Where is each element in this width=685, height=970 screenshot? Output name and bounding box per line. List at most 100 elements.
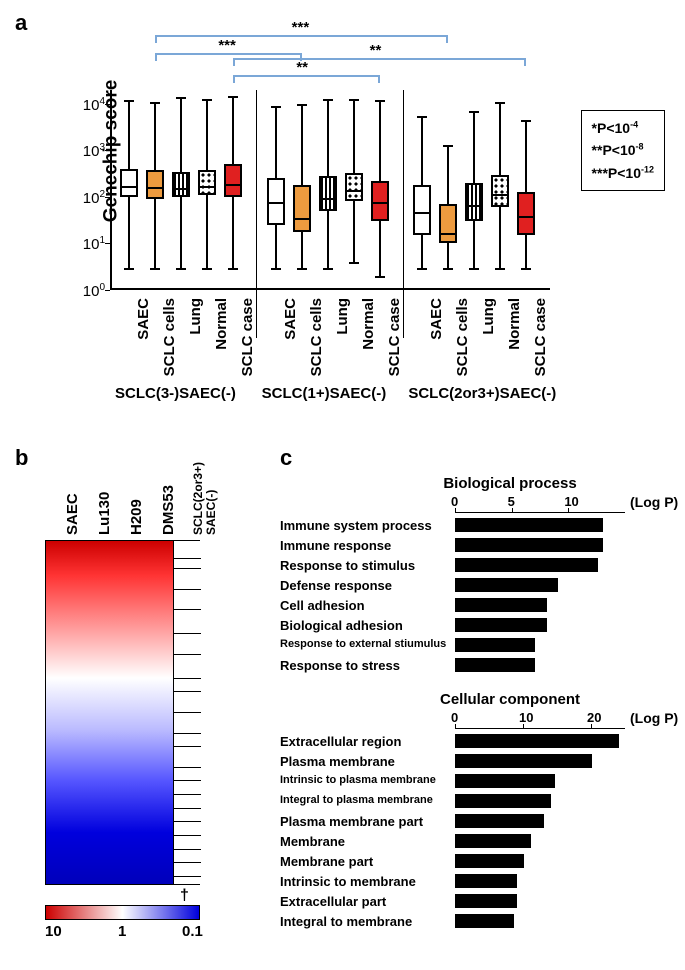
panel-c-label: c [280,445,292,471]
bar-label: Membrane part [280,854,373,869]
x-label-14: SCLC case [532,298,549,378]
boxplot-box-0 [120,169,138,197]
bar [456,894,517,908]
boxplot-box-6 [293,185,311,232]
boxplot-box-1 [146,170,164,199]
x-label-12: Lung [480,298,497,378]
sig-label-1: *** [218,37,236,54]
sig-label-3: ** [296,59,308,76]
bar [456,658,535,672]
boxplot-box-13 [491,175,509,208]
bar-label: Intrinsic to membrane [280,874,416,889]
pval-line-1: *P<10-4 [592,117,654,139]
boxplot-box-9 [371,181,389,221]
bar-label: Defense response [280,578,392,593]
x-label-1: SCLC cells [161,298,178,378]
bar-row-1-7: Intrinsic to membrane [280,872,680,892]
bar-label: Extracellular region [280,734,401,749]
pval-line-2: **P<10-8 [592,139,654,161]
heatmap-col-2: H209 [128,499,145,535]
y-tick-0: 100 [70,282,105,300]
bar-label: Plasma membrane part [280,814,423,829]
scale-label-10: 10 [45,923,62,940]
panel-c: c Biological process0510(Log P)Immune sy… [280,445,680,945]
bar-row-1-3: Integral to plasma membrane [280,792,680,812]
boxplot-box-8 [345,173,363,202]
bar-label: Cell adhesion [280,598,365,613]
bar-row-0-3: Defense response [280,576,680,596]
heatmap-col-1: Lu130 [96,492,113,535]
pvalue-legend: *P<10-4 **P<10-8 ***P<10-12 [581,110,665,191]
bar [456,598,547,612]
bar-row-0-7: Response to stress [280,656,680,676]
boxplot-box-10 [413,185,431,235]
bar-tick: 10 [564,494,578,509]
bar-row-1-9: Integral to membrane [280,912,680,932]
dagger-symbol: † [180,887,189,905]
bar [456,638,535,652]
bar [456,914,514,928]
heatmap [45,540,200,885]
bar [456,794,551,808]
boxplot-box-7 [319,176,337,211]
bar-row-1-0: Extracellular region [280,732,680,752]
bar-row-1-1: Plasma membrane [280,752,680,772]
x-label-10: SAEC [428,298,445,378]
bar-row-0-6: Response to external stiumulus [280,636,680,656]
bar [456,754,592,768]
group-label-1: SCLC(1+)SAEC(-) [262,385,387,402]
boxplot-box-12 [465,183,483,221]
heatmap-side-label-2: SAEC(-) [204,490,218,535]
panel-b-label: b [15,445,28,471]
bar-row-1-8: Extracellular part [280,892,680,912]
bar-label: Integral to plasma membrane [280,794,433,806]
bar-label: Integral to membrane [280,914,412,929]
group-label-0: SCLC(3-)SAEC(-) [115,385,236,402]
bar-tick: 10 [519,710,533,725]
bar [456,558,598,572]
bar-label: Plasma membrane [280,754,395,769]
bar-tick: 20 [587,710,601,725]
bar [456,518,603,532]
bar-row-0-0: Immune system process [280,516,680,536]
x-label-2: Lung [187,298,204,378]
x-label-5: SAEC [282,298,299,378]
bar-row-1-4: Plasma membrane part [280,812,680,832]
x-label-8: Normal [360,298,377,378]
sig-label-0: *** [292,19,310,36]
bar-row-0-4: Cell adhesion [280,596,680,616]
x-label-0: SAEC [135,298,152,378]
bar [456,854,524,868]
bar-tick: 0 [451,494,458,509]
scale-label-1: 1 [118,923,126,940]
bar-chart-0: Biological process0510(Log P)Immune syst… [280,475,680,676]
boxplot-box-14 [517,192,535,236]
color-scale-bar [45,905,200,920]
bar-row-0-2: Response to stimulus [280,556,680,576]
bar-tick: 5 [508,494,515,509]
bar-row-0-5: Biological adhesion [280,616,680,636]
panel-b: b 10 1 0.1 † SAECLu130H209DMS53SCLC(2or3… [10,445,260,945]
bar-label: Membrane [280,834,345,849]
x-label-9: SCLC case [386,298,403,378]
bar-label: Immune system process [280,518,432,533]
panel-a: a Genechip score *P<10-4 **P<10-8 ***P<1… [10,10,675,430]
boxplot-box-4 [224,164,242,197]
boxplot-box-5 [267,178,285,225]
bar [456,774,555,788]
group-label-2: SCLC(2or3+)SAEC(-) [408,385,556,402]
y-tick-4: 104 [70,96,105,114]
bar-chart-title-1: Cellular component [340,691,680,708]
x-label-4: SCLC case [239,298,256,378]
boxplot-box-11 [439,204,457,243]
bar-row-1-2: Intrinsic to plasma membrane [280,772,680,792]
bar [456,538,603,552]
sig-label-2: ** [370,42,382,59]
y-tick-3: 103 [70,142,105,160]
pval-line-3: ***P<10-12 [592,162,654,184]
sig-bracket-2 [233,58,526,66]
bar [456,874,517,888]
bar-label: Extracellular part [280,894,386,909]
bar [456,834,531,848]
bar [456,618,547,632]
